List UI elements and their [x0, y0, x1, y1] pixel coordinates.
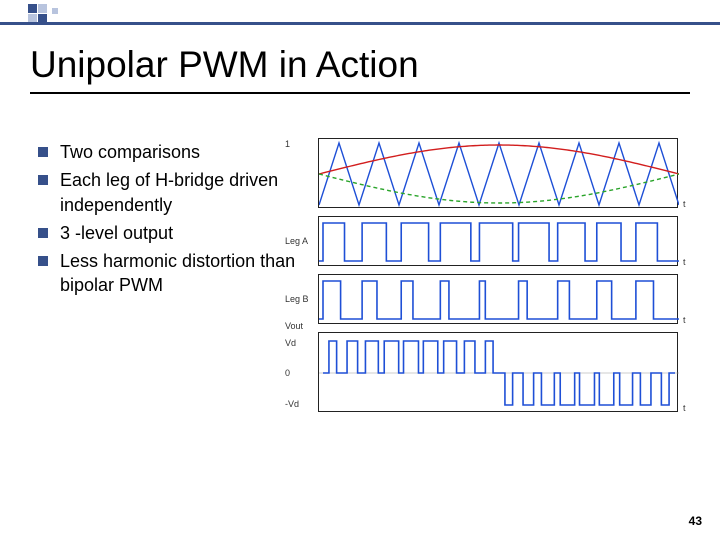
slide-title: Unipolar PWM in Action [30, 44, 419, 86]
list-item: Less harmonic distortion than bipolar PW… [38, 249, 298, 298]
bullet-icon [38, 256, 48, 266]
chart-comparison: 1t [318, 138, 678, 208]
bullet-text: Each leg of H-bridge driven independentl… [60, 168, 298, 217]
page-number: 43 [689, 514, 702, 528]
bullet-icon [38, 228, 48, 238]
bullet-text: Less harmonic distortion than bipolar PW… [60, 249, 298, 298]
list-item: Each leg of H-bridge driven independentl… [38, 168, 298, 217]
chart-leg-b: Leg Bt [318, 274, 678, 324]
slide-top-accent [0, 0, 720, 28]
bullet-icon [38, 175, 48, 185]
bullet-icon [38, 147, 48, 157]
bullet-text: 3 -level output [60, 221, 173, 245]
bullet-list: Two comparisons Each leg of H-bridge dri… [38, 140, 298, 302]
title-underline [30, 92, 690, 94]
accent-bar [0, 22, 720, 25]
chart-output: Vd0-VdVoutt [318, 332, 678, 412]
list-item: 3 -level output [38, 221, 298, 245]
accent-squares-icon [28, 4, 88, 24]
list-item: Two comparisons [38, 140, 298, 164]
bullet-text: Two comparisons [60, 140, 200, 164]
chart-stack: 1t Leg At Leg Bt Vd0-VdVoutt [318, 138, 696, 420]
chart-leg-a: Leg At [318, 216, 678, 266]
